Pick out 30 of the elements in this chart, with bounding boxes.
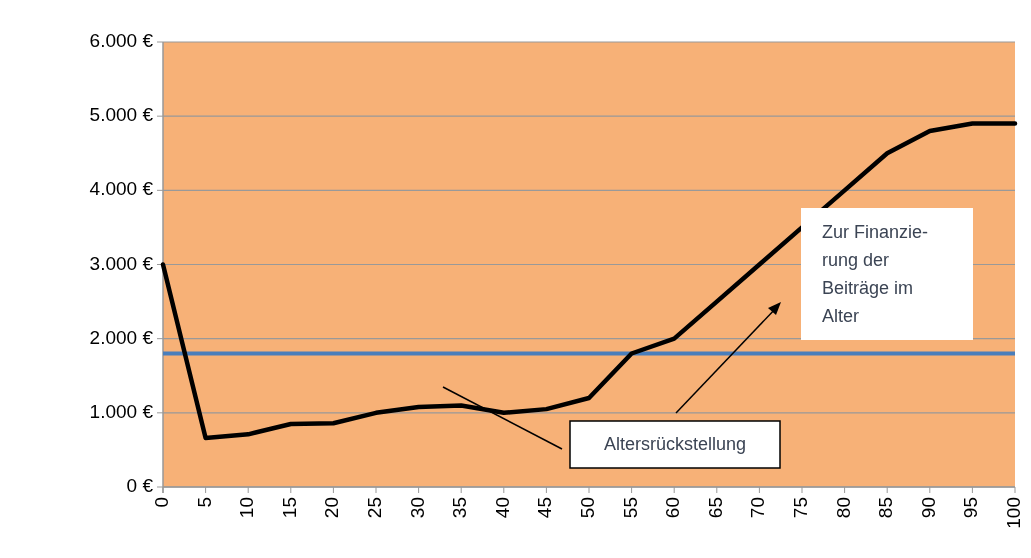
annotation: Altersrückstellung [603, 433, 747, 454]
x-tick-label: 45 [534, 497, 556, 519]
x-tick-label: 15 [278, 497, 300, 519]
x-tick-label: 40 [491, 497, 513, 519]
x-tick-label: 75 [790, 497, 812, 519]
x-tick-label: 55 [619, 497, 641, 519]
y-tick-label: 6.000 € [89, 30, 154, 52]
x-tick-label: 0 [151, 497, 173, 508]
x-tick-label: 35 [449, 497, 471, 519]
y-tick-label: 2.000 € [89, 326, 154, 348]
x-tick-label: 25 [364, 497, 386, 519]
x-tick-label: 20 [321, 497, 343, 519]
y-tick-label: 4.000 € [89, 178, 154, 200]
annotation: Zur Finanzie- rung der Beiträge im Alter [822, 222, 929, 326]
x-tick-label: 5 [193, 497, 215, 508]
y-tick-label: 3.000 € [89, 252, 154, 274]
x-tick-label: 10 [236, 497, 258, 519]
x-tick-label: 30 [406, 497, 428, 519]
x-tick-label: 65 [704, 497, 726, 519]
x-tick-label: 50 [577, 497, 599, 519]
y-tick-label: 1.000 € [89, 400, 154, 422]
x-tick-label: 95 [960, 497, 982, 519]
x-tick-label: 60 [662, 497, 684, 519]
x-tick-label: 90 [917, 497, 939, 519]
y-tick-label: 5.000 € [89, 104, 154, 126]
x-tick-label: 70 [747, 497, 769, 519]
x-tick-label: 100 [1003, 497, 1025, 529]
y-tick-label: 0 € [126, 475, 154, 497]
x-tick-label: 85 [875, 497, 897, 519]
x-tick-label: 80 [832, 497, 854, 519]
